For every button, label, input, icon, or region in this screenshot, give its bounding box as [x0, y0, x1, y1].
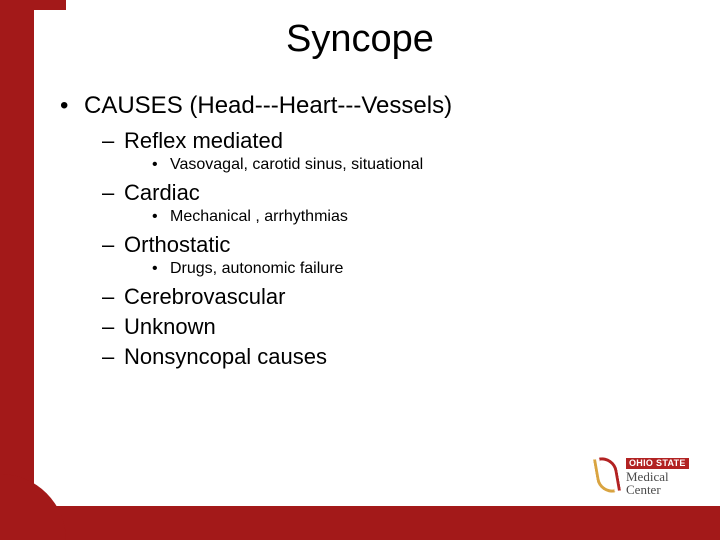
- logo-mark-icon: [594, 456, 620, 498]
- bullet-level2: – Cerebrovascular: [102, 284, 690, 310]
- osu-medical-center-logo: OHIO STATE Medical Center: [594, 454, 704, 500]
- bullet-text: Unknown: [124, 314, 216, 340]
- bullet-level3: • Drugs, autonomic failure: [152, 260, 690, 278]
- logo-text: OHIO STATE Medical Center: [626, 458, 689, 496]
- dot-marker: •: [152, 156, 170, 174]
- dot-marker: •: [152, 208, 170, 226]
- slide: Syncope • CAUSES (Head---Heart---Vessels…: [0, 0, 720, 540]
- bullet-text: Reflex mediated: [124, 128, 283, 154]
- bullet-level2: – Reflex mediated: [102, 128, 690, 154]
- bullet-level3: • Mechanical , arrhythmias: [152, 208, 690, 226]
- bullet-marker: •: [60, 92, 84, 120]
- bullet-text: Nonsyncopal causes: [124, 344, 327, 370]
- bullet-level1: • CAUSES (Head---Heart---Vessels): [60, 92, 690, 120]
- bullet-level3: • Vasovagal, carotid sinus, situational: [152, 156, 690, 174]
- dash-marker: –: [102, 314, 124, 340]
- bullet-text: CAUSES (Head---Heart---Vessels): [84, 92, 452, 120]
- bottom-accent-bar: [0, 506, 720, 540]
- logo-center: Center: [626, 483, 689, 496]
- corner-accent: [0, 474, 66, 540]
- dash-marker: –: [102, 180, 124, 206]
- bullet-level2: – Unknown: [102, 314, 690, 340]
- bullet-text: Drugs, autonomic failure: [170, 260, 343, 278]
- left-accent-bar: [0, 0, 34, 540]
- logo-ohio-state: OHIO STATE: [626, 458, 689, 469]
- dash-marker: –: [102, 344, 124, 370]
- bullet-text: Cerebrovascular: [124, 284, 285, 310]
- dash-marker: –: [102, 232, 124, 258]
- content-area: • CAUSES (Head---Heart---Vessels) – Refl…: [60, 92, 690, 372]
- bullet-text: Vasovagal, carotid sinus, situational: [170, 156, 423, 174]
- bullet-level2: – Cardiac: [102, 180, 690, 206]
- dash-marker: –: [102, 128, 124, 154]
- slide-title: Syncope: [0, 18, 720, 61]
- dash-marker: –: [102, 284, 124, 310]
- dot-marker: •: [152, 260, 170, 278]
- bullet-level2: – Nonsyncopal causes: [102, 344, 690, 370]
- bullet-text: Cardiac: [124, 180, 200, 206]
- bullet-text: Mechanical , arrhythmias: [170, 208, 348, 226]
- bullet-level2: – Orthostatic: [102, 232, 690, 258]
- bullet-text: Orthostatic: [124, 232, 230, 258]
